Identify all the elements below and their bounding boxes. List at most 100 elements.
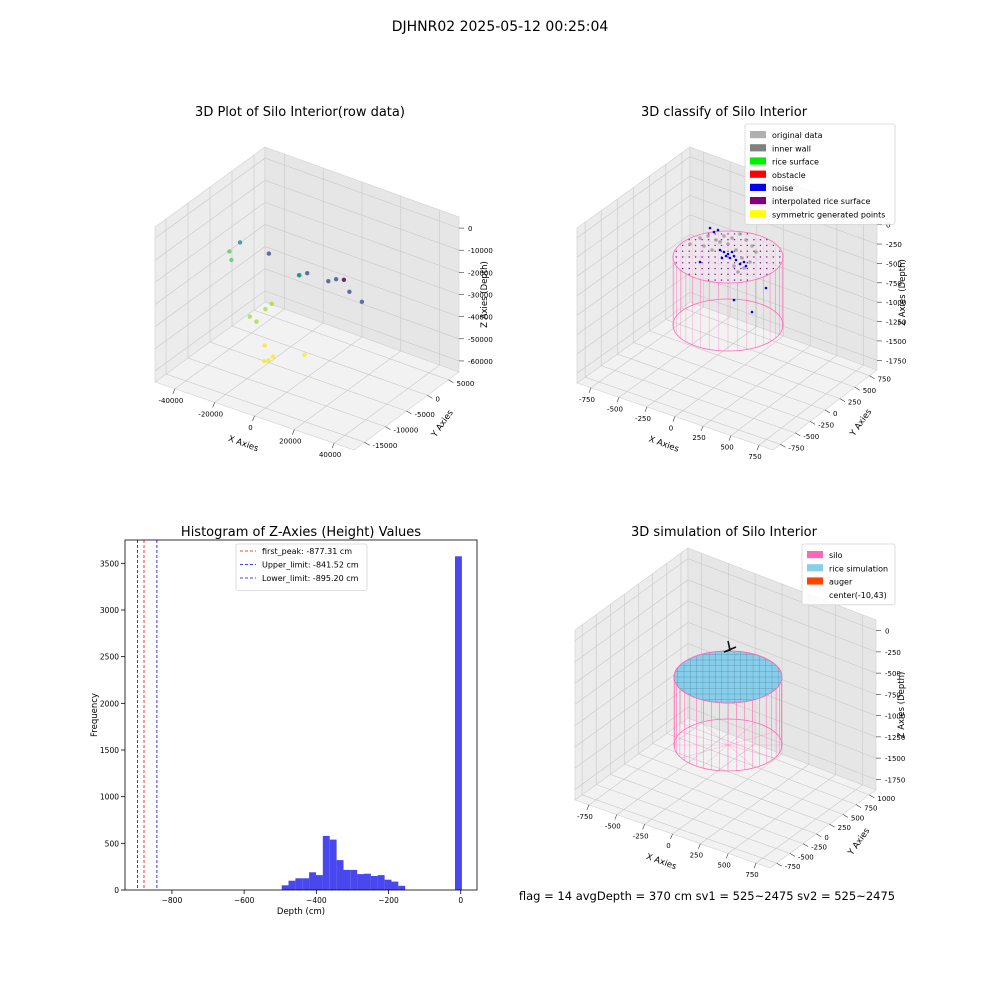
noise-point bbox=[742, 260, 746, 264]
z-gridline bbox=[154, 290, 460, 372]
legend-swatch bbox=[750, 131, 766, 139]
x-tick bbox=[331, 443, 335, 449]
y-tick-label: 0 bbox=[824, 834, 828, 842]
raw-data-point bbox=[270, 354, 276, 359]
interpolated-surface-point bbox=[720, 250, 723, 252]
y-gridline bbox=[665, 164, 855, 388]
interpolated-surface-point bbox=[720, 279, 723, 281]
interpolated-surface-point bbox=[746, 267, 749, 270]
legend-label: Upper_limit: -841.52 cm bbox=[262, 561, 359, 570]
raw-data-point bbox=[254, 319, 259, 324]
original-data-point bbox=[738, 232, 742, 236]
legend-swatch bbox=[807, 577, 823, 585]
y-gridline bbox=[581, 624, 777, 864]
y-tick-label: -250 bbox=[811, 844, 827, 852]
x-tick-label: −200 bbox=[378, 896, 399, 905]
legend-label: silo bbox=[829, 551, 843, 560]
x-tick bbox=[700, 425, 704, 432]
raw-data-point bbox=[262, 343, 267, 348]
y-tick-label: 0 bbox=[114, 886, 119, 895]
histogram-bar bbox=[398, 885, 406, 890]
y-gridline bbox=[600, 210, 796, 434]
x-tick bbox=[670, 833, 673, 840]
raw-data-point bbox=[269, 301, 274, 306]
interpolated-surface-point bbox=[682, 250, 684, 252]
raw-data-point bbox=[247, 314, 252, 319]
x-gridline bbox=[758, 210, 864, 446]
histogram-bar bbox=[343, 869, 351, 890]
noise-point bbox=[738, 262, 742, 266]
interpolated-surface-point bbox=[746, 233, 749, 235]
x-gridline bbox=[254, 182, 363, 417]
interpolated-surface-point bbox=[688, 239, 690, 241]
y-tick bbox=[802, 843, 809, 847]
x-gridline bbox=[702, 190, 811, 427]
y-tick-label: 750 bbox=[878, 376, 891, 384]
y-tick bbox=[364, 441, 370, 446]
legend-label: center(-10,43) bbox=[829, 591, 887, 600]
interpolated-surface-point bbox=[753, 262, 755, 264]
z-tick-label: -1250 bbox=[885, 734, 905, 742]
y-gridline bbox=[638, 583, 830, 825]
x-tick bbox=[586, 804, 590, 810]
interpolated-surface-point bbox=[766, 250, 768, 252]
x-tick bbox=[616, 397, 620, 403]
x-tick bbox=[728, 435, 732, 441]
y-tick bbox=[824, 409, 831, 414]
z-tick-label: 0 bbox=[886, 222, 890, 230]
legend-label: auger bbox=[829, 578, 853, 587]
interpolated-surface-point bbox=[682, 267, 684, 270]
z-gridline bbox=[576, 195, 878, 277]
y-tick-label: -500 bbox=[803, 433, 819, 441]
interpolated-surface-point bbox=[772, 250, 774, 252]
histogram-bar bbox=[391, 881, 399, 890]
x-tick bbox=[698, 843, 701, 849]
x-gridline bbox=[672, 584, 783, 835]
panel-simulation-3d-plot: 3D simulation of Silo Interior -750-500-… bbox=[574, 525, 907, 879]
x-tick-label: 0 bbox=[458, 896, 463, 905]
raw-data-point bbox=[263, 307, 268, 312]
interpolated-surface-point bbox=[727, 273, 729, 275]
z-gridline bbox=[154, 246, 460, 327]
interpolated-surface-point bbox=[766, 273, 768, 275]
raw-data-point bbox=[302, 352, 307, 357]
y-gridline bbox=[231, 171, 428, 396]
original-data-point bbox=[736, 270, 740, 274]
z-tick-label: -250 bbox=[885, 649, 901, 657]
raw-data-point bbox=[266, 251, 272, 256]
y-tick bbox=[448, 379, 454, 384]
y-tick bbox=[776, 862, 782, 867]
x-tick bbox=[212, 402, 215, 408]
interpolated-surface-point bbox=[701, 262, 703, 264]
y-tick bbox=[829, 823, 835, 828]
legend-label: symmetric generated points bbox=[772, 210, 885, 219]
original-data-point bbox=[688, 242, 692, 246]
y-axis-label: Y Axies bbox=[848, 407, 875, 439]
interpolated-surface-point bbox=[694, 256, 697, 258]
x-tick-label: -750 bbox=[577, 813, 593, 821]
x-gridline bbox=[644, 573, 756, 825]
z-tick-label: -1500 bbox=[886, 338, 906, 346]
z-gridline bbox=[574, 600, 877, 684]
legend-label: Lower_limit: -895.20 cm bbox=[262, 574, 359, 583]
y-tick-label: 750 bbox=[864, 805, 877, 813]
original-data-point bbox=[698, 236, 702, 240]
y-tick-label: 250 bbox=[838, 824, 851, 832]
x-tick bbox=[172, 388, 176, 394]
interpolated-surface-point bbox=[720, 262, 723, 264]
original-data-point bbox=[742, 266, 746, 270]
y-tick-label: 5000 bbox=[457, 380, 475, 388]
y-gridline bbox=[595, 614, 791, 854]
original-data-point bbox=[732, 264, 736, 268]
x-axis-label: X Axies bbox=[227, 434, 260, 454]
interpolated-surface-point bbox=[675, 256, 677, 258]
raw-data-point bbox=[227, 249, 232, 254]
noise-point bbox=[708, 226, 712, 230]
legend-swatch bbox=[750, 144, 766, 152]
x-tick-label: -40000 bbox=[159, 397, 184, 405]
interpolated-surface-point bbox=[714, 256, 716, 258]
y-tick-label: 500 bbox=[105, 839, 120, 848]
z-tick-label: -1750 bbox=[886, 357, 906, 365]
x-tick-label: -500 bbox=[605, 823, 621, 831]
interpolated-surface-point bbox=[740, 244, 742, 247]
